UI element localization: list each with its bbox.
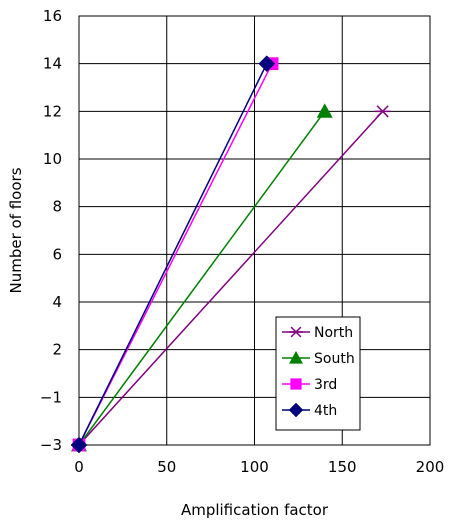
- x-tick-label: 150: [328, 458, 357, 476]
- legend: North South 3rd 4th: [275, 316, 361, 431]
- x-tick-label: 100: [240, 458, 269, 476]
- series-line-south: [78, 110, 326, 446]
- legend-marker: [290, 378, 302, 390]
- y-tick-label: 14: [43, 55, 62, 73]
- legend-label: North: [314, 325, 353, 341]
- y-tick-label: 8: [52, 198, 62, 216]
- tick-labels: 0 50 100 150 200 −3 −1 2 4 6 8 10 12 14 16: [40, 7, 444, 476]
- y-tick-label: 16: [43, 7, 62, 25]
- legend-marker: [289, 326, 303, 338]
- y-tick-label: 6: [52, 245, 62, 263]
- data-point-4th: [258, 55, 276, 73]
- legend-marker: [288, 402, 304, 418]
- x-axis-title: Amplification factor: [181, 501, 329, 519]
- legend-label: South: [314, 351, 355, 367]
- series-line-3rd: [78, 63, 273, 446]
- legend-marker: [289, 351, 303, 364]
- data-point-north: [374, 105, 391, 118]
- legend-item-south: South: [282, 351, 355, 367]
- series-line-north: [78, 110, 384, 446]
- x-tick-label: 50: [157, 458, 176, 476]
- grid-lines: [78, 15, 431, 446]
- marker-stroke: [290, 326, 302, 338]
- y-tick-label: 4: [52, 293, 62, 311]
- y-tick-label: −1: [40, 388, 62, 406]
- marker-stroke: [376, 105, 389, 118]
- data-point-south: [316, 103, 333, 118]
- x-tick-label: 0: [74, 458, 84, 476]
- legend-label: 4th: [314, 403, 337, 419]
- y-tick-label: −3: [40, 436, 62, 454]
- data-point-4th: [70, 436, 88, 454]
- legend-item-4th: 4th: [282, 402, 337, 419]
- y-axis-title: Number of floors: [7, 167, 25, 293]
- series-4th: [70, 55, 276, 454]
- series-line-4th: [78, 63, 268, 446]
- series-group: [70, 55, 391, 454]
- y-tick-label: 12: [43, 102, 62, 120]
- legend-item-3rd: 3rd: [282, 377, 337, 393]
- y-tick-label: 2: [52, 341, 62, 359]
- y-tick-label: 10: [43, 150, 62, 168]
- x-tick-label: 200: [416, 458, 445, 476]
- legend-item-north: North: [282, 325, 353, 341]
- plot-area: [78, 15, 431, 446]
- legend-label: 3rd: [314, 377, 337, 393]
